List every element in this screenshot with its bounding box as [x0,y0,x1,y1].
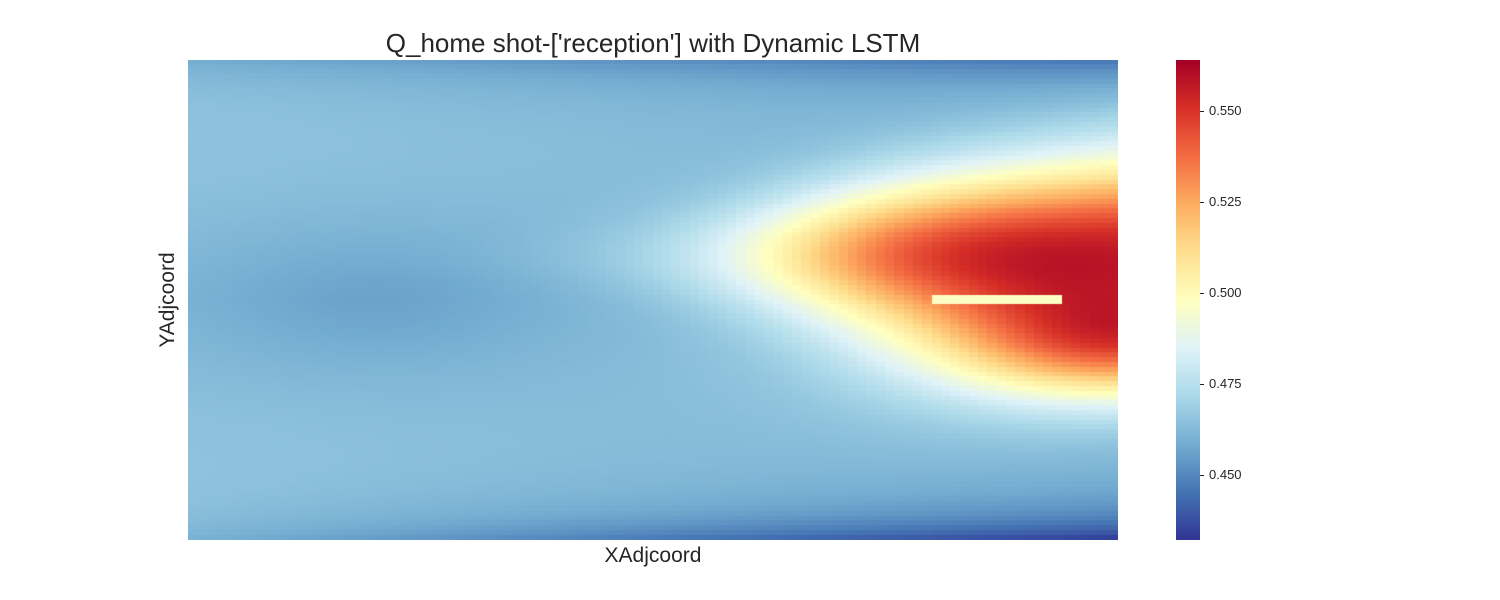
colorbar-tick-mark [1200,292,1204,294]
colorbar [1176,60,1200,540]
colorbar-tick-label: 0.525 [1209,193,1242,209]
colorbar-tick-label: 0.450 [1209,466,1242,482]
heatmap-plot-area [188,60,1118,540]
x-axis-label: XAdjcoord [604,544,702,567]
chart-title: Q_home shot-['reception'] with Dynamic L… [385,28,921,58]
colorbar-tick-label: 0.550 [1209,102,1242,118]
y-axis-label: YAdjcoord [156,252,179,348]
colorbar-ticks: 0.450 0.475 0.500 0.525 0.550 [1200,60,1320,540]
colorbar-tick-mark [1200,201,1204,203]
colorbar-tick-label: 0.500 [1209,284,1242,300]
colorbar-tick-label: 0.475 [1209,375,1242,391]
colorbar-tick-mark [1200,383,1204,385]
colorbar-tick-mark [1200,474,1204,476]
colorbar-tick-mark [1200,110,1204,112]
